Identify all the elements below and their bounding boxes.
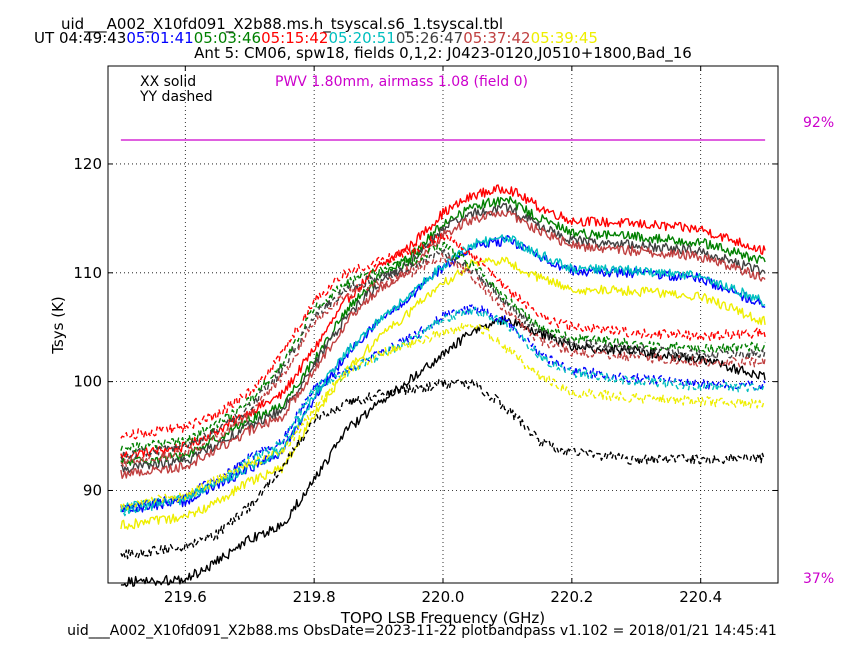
series-xx-1 <box>120 195 766 466</box>
y-tick-label-1: 100 <box>73 373 102 391</box>
x-tick-label-3: 220.2 <box>550 588 593 606</box>
series-yy-14 <box>120 322 766 511</box>
ut-label: UT <box>34 29 55 47</box>
time-row: UT 04:49:4305:01:4105:03:4605:15:4205:20… <box>34 29 598 47</box>
time-label-5: 05:26:47 <box>396 29 463 47</box>
legend-yy: YY dashed <box>139 89 213 105</box>
series-xx-5 <box>120 234 766 513</box>
tick-group: 219.6 219.8 220.0 220.2 220.4 90 100 110 120 <box>73 66 778 606</box>
footer-text: uid___A002_X10fd091_X2b88.ms ObsDate=202… <box>67 623 777 639</box>
time-label-6: 05:37:42 <box>463 29 530 47</box>
series-yy-11 <box>120 252 766 468</box>
series-yy-15 <box>120 378 766 560</box>
y-tick-label-2: 110 <box>73 264 102 282</box>
series-xx-7 <box>120 315 766 588</box>
y-tick-label-3: 120 <box>73 155 102 173</box>
trans-label-bottom: 37% <box>803 571 834 587</box>
series-yy-9 <box>120 241 766 453</box>
series-group <box>120 184 766 588</box>
x-axis-label: TOPO LSB Frequency (GHz) <box>340 609 545 627</box>
series-xx-2 <box>120 202 766 474</box>
series-yy-8 <box>120 233 766 440</box>
x-tick-label-2: 220.0 <box>422 588 465 606</box>
legend-xx: XX solid <box>140 74 196 90</box>
trans-label-top: 92% <box>803 115 834 131</box>
time-label-7: 05:39:45 <box>531 29 598 47</box>
time-label-0: 04:49:43 <box>59 29 126 47</box>
time-label-4: 05:20:51 <box>328 29 395 47</box>
series-yy-12 <box>120 303 766 514</box>
x-tick-label-0: 219.6 <box>164 588 207 606</box>
chart-title: uid___A002_X10fd091_X2b88.ms.h_tsyscal.s… <box>61 15 503 34</box>
title-group: uid___A002_X10fd091_X2b88.ms.h_tsyscal.s… <box>34 15 692 63</box>
legend-group: XX solid YY dashed PWV 1.80mm, airmass 1… <box>139 74 528 105</box>
time-label-3: 05:15:42 <box>261 29 328 47</box>
y-tick-label-0: 90 <box>83 481 102 499</box>
x-tick-label-4: 220.4 <box>679 588 722 606</box>
time-label-2: 05:03:46 <box>194 29 261 47</box>
subtitle: Ant 5: CM06, spw18, fields 0,1,2: J0423-… <box>194 44 692 63</box>
time-label-1: 05:01:41 <box>126 29 193 47</box>
x-tick-label-1: 219.8 <box>293 588 336 606</box>
y-axis-label: Tsys (K) <box>49 296 67 355</box>
legend-pwv: PWV 1.80mm, airmass 1.08 (field 0) <box>275 74 528 90</box>
series-xx-6 <box>120 256 766 530</box>
